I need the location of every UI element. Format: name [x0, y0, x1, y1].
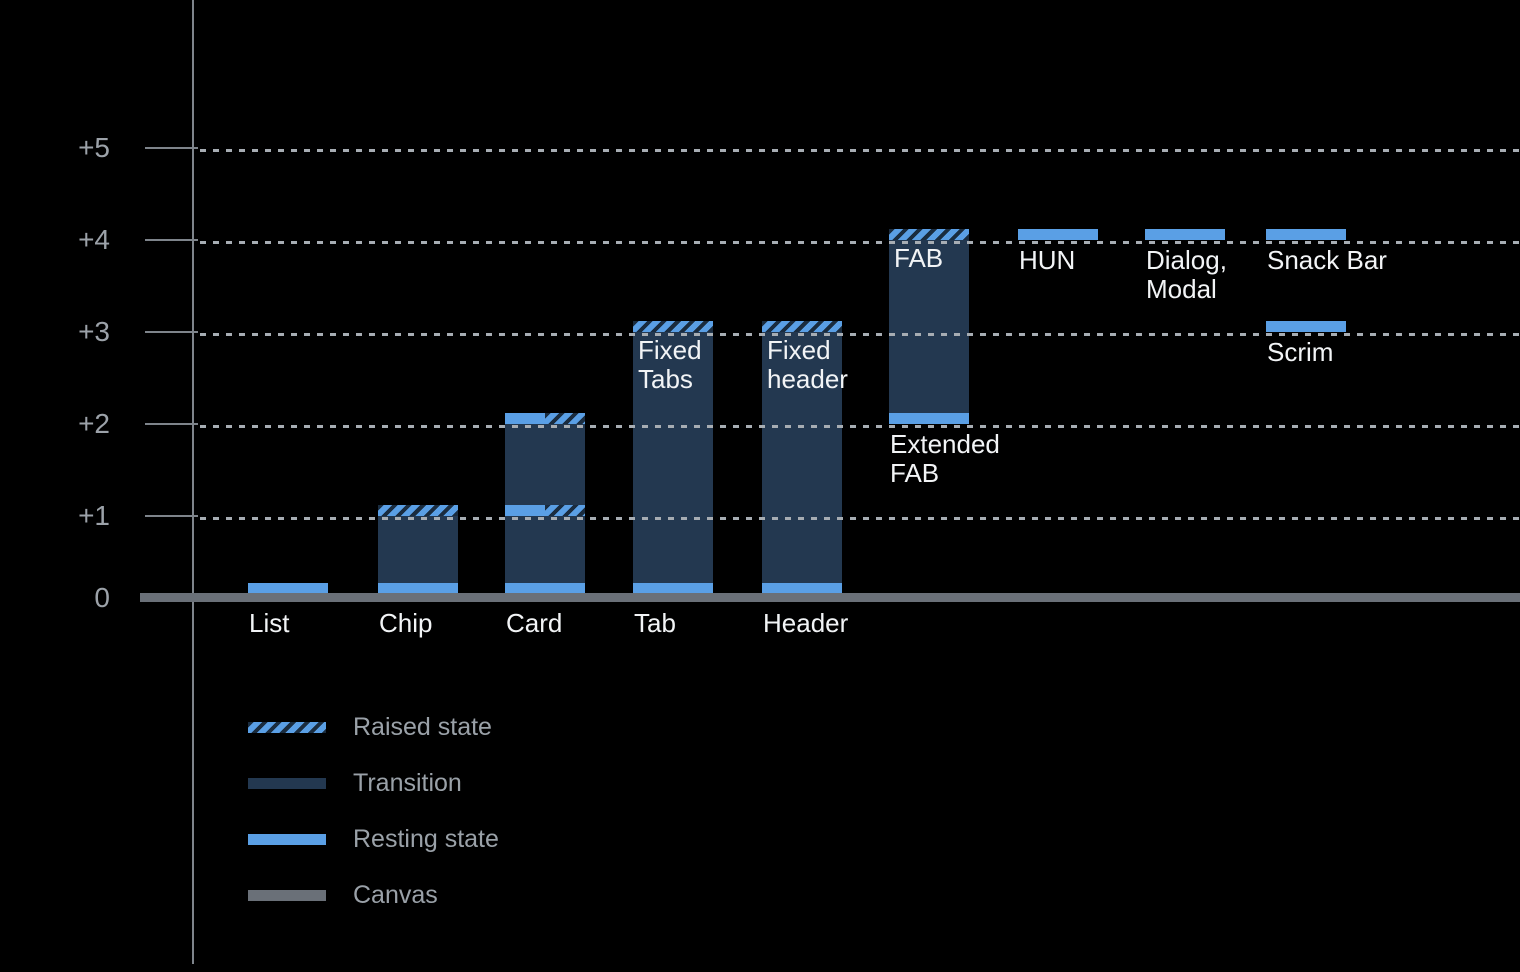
bar-fab-resting	[889, 413, 969, 424]
bar-header-raised	[762, 321, 842, 332]
raised-state-swatch-icon	[248, 721, 326, 733]
y-tick	[145, 239, 198, 241]
y-tick	[145, 515, 198, 517]
bar-header-resting	[762, 583, 842, 593]
bar-chip-resting	[378, 583, 458, 593]
transition-swatch-icon	[248, 777, 326, 789]
canvas-baseline	[140, 593, 1520, 602]
y-axis-line	[192, 0, 194, 964]
bar-chip-transition	[378, 516, 458, 583]
x-axis-label-chip: Chip	[379, 608, 433, 638]
y-tick-label: +3	[78, 316, 110, 347]
legend-row-transition: Transition	[248, 755, 499, 811]
x-axis-label-header: Header	[763, 608, 849, 638]
bar-fab-transition	[889, 240, 969, 413]
legend-row-resting-state: Resting state	[248, 811, 499, 867]
bar-dialog-modal-resting	[1145, 229, 1225, 240]
bar-label-snack-bar: Snack Bar	[1267, 245, 1387, 275]
bar-card-resting	[505, 505, 545, 516]
bar-fab-raised	[889, 229, 969, 240]
bar-list-resting	[248, 583, 328, 593]
y-tick-label: 0	[94, 581, 110, 613]
canvas-swatch-icon	[248, 889, 326, 901]
legend-label-resting-state: Resting state	[353, 824, 499, 853]
bar-label-hun: HUN	[1019, 245, 1076, 275]
x-axis-label-tab: Tab	[634, 608, 676, 638]
y-tick-label: +2	[78, 408, 110, 439]
x-axis-label-card: Card	[506, 608, 563, 638]
gridline-dotted	[200, 333, 1520, 336]
bar-label-scrim: Scrim	[1267, 337, 1334, 367]
bar-label-tab: Fixed Tabs	[638, 335, 702, 394]
bar-chip-raised	[378, 505, 458, 516]
bar-snack-bar-resting	[1266, 229, 1346, 240]
legend-label-raised-state: Raised state	[353, 712, 492, 741]
gridline-dotted	[200, 149, 1520, 152]
x-axis-label-list: List	[249, 608, 290, 638]
y-tick	[145, 331, 198, 333]
bar-hun-resting	[1018, 229, 1098, 240]
bar-label-fab: FAB	[894, 243, 944, 273]
gridline-dotted	[200, 425, 1520, 428]
gridline-dotted	[200, 517, 1520, 520]
bar-card-transition	[505, 424, 585, 583]
legend-label-transition: Transition	[353, 768, 462, 797]
y-tick-label: +1	[78, 500, 110, 531]
bar-tab-transition	[633, 332, 713, 583]
y-tick	[145, 423, 198, 425]
bar-label-dialog-modal: Dialog, Modal	[1146, 245, 1227, 304]
legend: Raised state Transition Resting state Ca…	[248, 699, 499, 923]
resting-state-swatch-icon	[248, 833, 326, 845]
legend-row-raised-state: Raised state	[248, 699, 499, 755]
bar-header-transition	[762, 332, 842, 583]
bar-card-resting	[505, 413, 545, 424]
bar-tab-raised	[633, 321, 713, 332]
y-tick-label: +5	[78, 132, 110, 163]
legend-row-canvas: Canvas	[248, 867, 499, 923]
bar-label-header: Fixed header	[767, 335, 848, 394]
legend-label-canvas: Canvas	[353, 880, 438, 909]
y-tick	[145, 147, 198, 149]
bar-label-fab: Extended FAB	[890, 429, 1000, 488]
bar-card-raised	[545, 413, 585, 424]
bar-card-resting	[505, 583, 585, 593]
y-tick-label: +4	[78, 224, 110, 255]
gridline-dotted	[200, 241, 1520, 244]
bar-tab-resting	[633, 583, 713, 593]
bar-scrim-resting	[1266, 321, 1346, 332]
bar-card-raised	[545, 505, 585, 516]
